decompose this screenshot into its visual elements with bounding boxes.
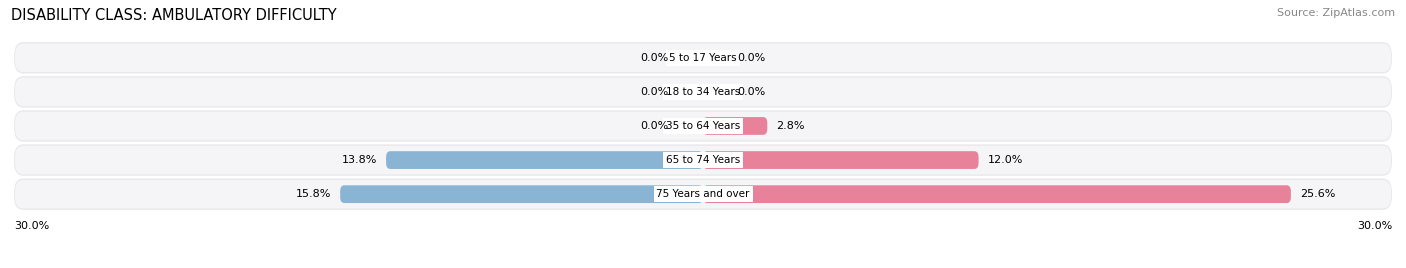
FancyBboxPatch shape — [340, 185, 703, 203]
Text: 5 to 17 Years: 5 to 17 Years — [669, 53, 737, 63]
FancyBboxPatch shape — [15, 180, 1391, 209]
Text: 12.0%: 12.0% — [988, 155, 1024, 165]
Text: 25.6%: 25.6% — [1301, 189, 1336, 199]
Text: DISABILITY CLASS: AMBULATORY DIFFICULTY: DISABILITY CLASS: AMBULATORY DIFFICULTY — [11, 8, 337, 23]
FancyBboxPatch shape — [14, 144, 1392, 176]
FancyBboxPatch shape — [15, 112, 1391, 140]
Text: 0.0%: 0.0% — [738, 53, 766, 63]
FancyBboxPatch shape — [15, 77, 1391, 106]
Text: 35 to 64 Years: 35 to 64 Years — [666, 121, 740, 131]
Text: 15.8%: 15.8% — [295, 189, 330, 199]
FancyBboxPatch shape — [14, 178, 1392, 210]
FancyBboxPatch shape — [703, 151, 979, 169]
Text: 30.0%: 30.0% — [1357, 221, 1392, 231]
Text: Source: ZipAtlas.com: Source: ZipAtlas.com — [1277, 8, 1395, 18]
FancyBboxPatch shape — [387, 151, 703, 169]
Text: 0.0%: 0.0% — [640, 53, 669, 63]
Text: 0.0%: 0.0% — [640, 121, 669, 131]
FancyBboxPatch shape — [15, 43, 1391, 72]
Text: 0.0%: 0.0% — [640, 87, 669, 97]
Text: 13.8%: 13.8% — [342, 155, 377, 165]
FancyBboxPatch shape — [14, 76, 1392, 107]
Text: 65 to 74 Years: 65 to 74 Years — [666, 155, 740, 165]
Text: 75 Years and over: 75 Years and over — [657, 189, 749, 199]
FancyBboxPatch shape — [14, 42, 1392, 73]
Text: 2.8%: 2.8% — [776, 121, 806, 131]
FancyBboxPatch shape — [15, 146, 1391, 174]
Text: 18 to 34 Years: 18 to 34 Years — [666, 87, 740, 97]
Text: 0.0%: 0.0% — [738, 87, 766, 97]
FancyBboxPatch shape — [14, 110, 1392, 142]
FancyBboxPatch shape — [703, 185, 1291, 203]
Text: 30.0%: 30.0% — [14, 221, 49, 231]
FancyBboxPatch shape — [703, 117, 768, 135]
